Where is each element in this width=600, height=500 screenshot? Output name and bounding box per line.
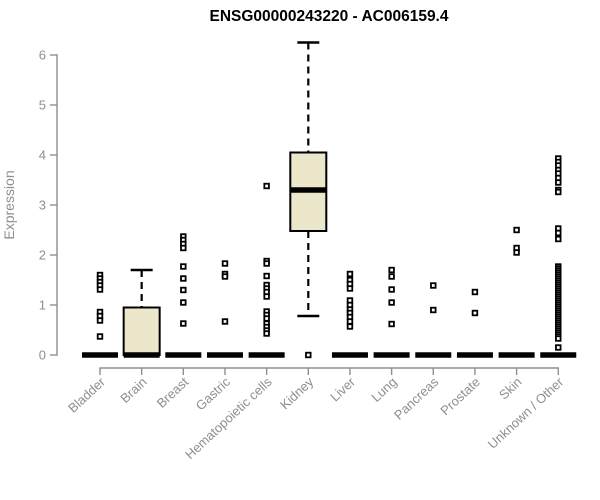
outlier-point (555, 235, 562, 243)
chart-title: ENSG00000243220 - AC006159.4 (210, 8, 449, 25)
boxes-layer (82, 41, 577, 359)
x-tick-label-pancreas: Pancreas (391, 374, 442, 423)
outlier-point (96, 333, 104, 340)
box-group-skin (498, 226, 535, 358)
outlier-point (96, 286, 104, 293)
y-tick-label: 5 (39, 98, 46, 113)
outlier-point (388, 299, 395, 306)
outlier-point (513, 226, 520, 234)
y-tick-label: 2 (39, 248, 46, 263)
box-group-prostate (456, 288, 493, 358)
x-tick-label-brain: Brain (117, 374, 149, 406)
outlier-point (555, 344, 562, 351)
outlier-point (221, 273, 229, 280)
box-group-hematopoietic-cells (248, 182, 285, 358)
outlier-point (471, 309, 479, 317)
outlier-point (388, 286, 395, 293)
outlier-point (555, 179, 562, 186)
y-tick-label: 3 (39, 198, 46, 213)
iqr-box (122, 306, 161, 356)
outlier-point (180, 320, 187, 327)
outlier-point (388, 266, 395, 274)
y-tick-label: 0 (39, 348, 46, 363)
outlier-point (430, 282, 437, 289)
outlier-point (263, 182, 270, 190)
x-tick-label-lung: Lung (368, 374, 399, 405)
y-axis-label: Expression (1, 170, 17, 239)
outlier-point (180, 244, 187, 252)
y-tick-label: 1 (39, 298, 46, 313)
outlier-point (180, 263, 187, 270)
box-group-unknown-other (540, 155, 577, 358)
outlier-point (388, 273, 395, 280)
outlier-point (180, 286, 187, 294)
outlier-point (388, 320, 395, 328)
box-group-breast (165, 233, 202, 358)
outlier-point (346, 270, 354, 278)
outlier-point (263, 315, 270, 322)
x-tick-label-liver: Liver (327, 374, 358, 405)
outlier-point (180, 275, 187, 282)
box-group-bladder (82, 271, 118, 358)
outlier-point (263, 293, 270, 300)
outlier-point (555, 335, 562, 342)
x-tick-label-bladder: Bladder (65, 374, 108, 416)
outlier-point (221, 260, 229, 267)
outlier-point (263, 260, 270, 267)
x-tick-label-gastric: Gastric (193, 374, 234, 413)
box-group-liver (331, 270, 368, 358)
outlier-point (555, 229, 562, 237)
x-tick-label-kidney: Kidney (277, 374, 317, 412)
box-group-gastric (206, 260, 243, 358)
outlier-point (96, 317, 104, 324)
y-tick-label: 4 (39, 148, 46, 163)
box-group-brain (122, 268, 161, 358)
x-tick-label-skin: Skin (496, 374, 525, 402)
outlier-point (305, 351, 312, 359)
outlier-point (346, 318, 354, 325)
outlier-point (180, 299, 187, 306)
box-group-lung (373, 266, 410, 358)
box-group-kidney (289, 41, 328, 359)
outlier-point (263, 272, 270, 280)
y-tick-label: 6 (39, 48, 46, 63)
outlier-point (513, 249, 520, 256)
outlier-point (555, 188, 562, 196)
x-tick-label-prostate: Prostate (437, 374, 483, 418)
outlier-point (471, 288, 479, 296)
outlier-point (346, 285, 354, 292)
x-tick-label-breast: Breast (154, 374, 192, 411)
outlier-point (430, 306, 437, 314)
box-group-pancreas (415, 282, 452, 358)
outlier-point (263, 330, 270, 337)
outlier-point (346, 323, 354, 330)
outlier-point (221, 318, 229, 325)
x-tick-label-unknown-other: Unknown / Other (485, 374, 567, 452)
